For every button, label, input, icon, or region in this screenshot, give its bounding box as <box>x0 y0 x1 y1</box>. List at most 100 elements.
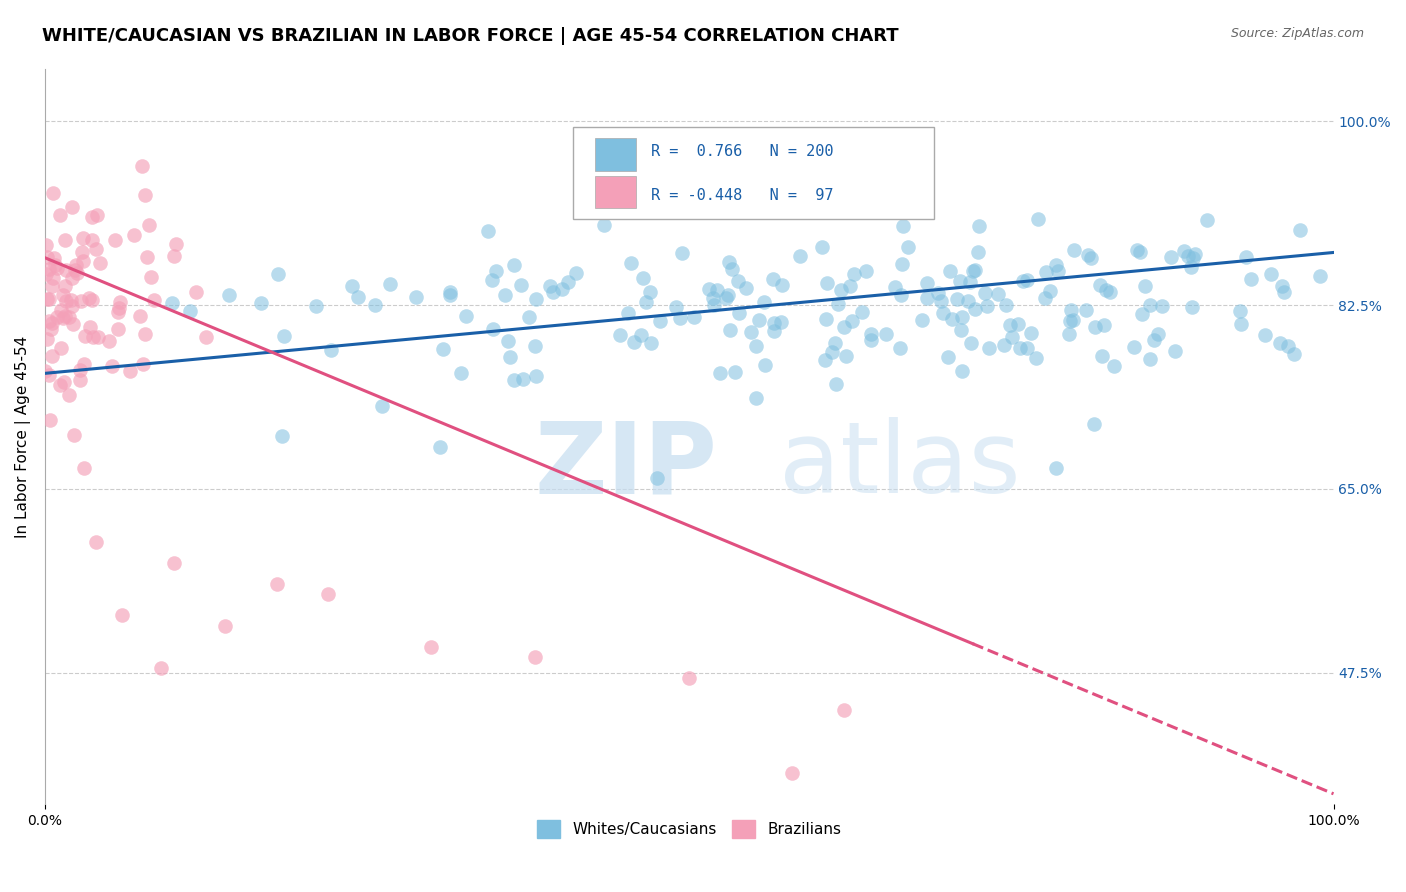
Y-axis label: In Labor Force | Age 45-54: In Labor Force | Age 45-54 <box>15 335 31 538</box>
Point <box>915 291 938 305</box>
Point <box>218 288 240 302</box>
Point <box>640 335 662 350</box>
Point <box>832 320 855 334</box>
Point <box>498 350 520 364</box>
Point <box>1045 258 1067 272</box>
Point <box>35 332 58 346</box>
Point <box>993 338 1015 352</box>
Point <box>1017 341 1039 355</box>
Point <box>165 236 187 251</box>
Point <box>129 309 152 323</box>
Point <box>1122 340 1144 354</box>
Point <box>86 534 108 549</box>
Point <box>1000 318 1022 332</box>
Point <box>1019 326 1042 340</box>
Point <box>1181 252 1204 266</box>
Text: R = -0.448   N =  97: R = -0.448 N = 97 <box>651 187 832 202</box>
Point <box>538 279 561 293</box>
Point <box>1289 222 1312 236</box>
Point <box>1015 273 1038 287</box>
Point <box>149 661 172 675</box>
Point <box>517 310 540 325</box>
Point <box>830 283 852 297</box>
Point <box>1059 314 1081 328</box>
Point <box>131 159 153 173</box>
Point <box>1277 339 1299 353</box>
Point <box>346 290 368 304</box>
Point <box>195 330 218 344</box>
Point <box>1270 335 1292 350</box>
Point <box>53 279 76 293</box>
Text: ZIP: ZIP <box>534 417 717 515</box>
Point <box>1083 320 1105 334</box>
Point <box>557 275 579 289</box>
Point <box>45 310 67 324</box>
Point <box>811 240 834 254</box>
Point <box>838 278 860 293</box>
Point <box>1229 304 1251 318</box>
Point <box>526 292 548 306</box>
Point <box>266 576 288 591</box>
Point <box>1076 302 1098 317</box>
FancyBboxPatch shape <box>595 176 637 209</box>
Point <box>1000 330 1022 344</box>
Point <box>364 298 387 312</box>
Point <box>703 298 725 312</box>
Point <box>782 765 804 780</box>
Point <box>37 250 59 264</box>
Point <box>697 282 720 296</box>
Point <box>634 294 657 309</box>
Point <box>1088 277 1111 292</box>
Point <box>49 303 72 318</box>
Point <box>1091 349 1114 363</box>
Point <box>66 266 89 280</box>
Point <box>1130 306 1153 320</box>
Point <box>38 314 60 328</box>
Point <box>485 264 508 278</box>
Point <box>565 266 588 280</box>
Point <box>884 280 907 294</box>
Point <box>163 556 186 570</box>
Point <box>62 270 84 285</box>
Point <box>1139 351 1161 366</box>
Point <box>936 350 959 364</box>
FancyBboxPatch shape <box>574 128 934 219</box>
Point <box>35 292 58 306</box>
Point <box>770 315 793 329</box>
Point <box>721 261 744 276</box>
Point <box>69 293 91 308</box>
Point <box>974 285 997 300</box>
Point <box>38 292 60 306</box>
Point <box>734 281 756 295</box>
Point <box>541 285 564 300</box>
Point <box>824 335 846 350</box>
Point <box>706 283 728 297</box>
Point <box>1045 461 1067 475</box>
Point <box>941 312 963 326</box>
Point <box>73 357 96 371</box>
Point <box>897 240 920 254</box>
Point <box>420 640 443 654</box>
Point <box>1033 291 1056 305</box>
Point <box>962 263 984 277</box>
Point <box>39 322 62 336</box>
Point <box>748 312 770 326</box>
Point <box>1135 278 1157 293</box>
Point <box>136 250 159 264</box>
Point <box>72 253 94 268</box>
Point <box>1077 248 1099 262</box>
Point <box>35 267 58 281</box>
Point <box>98 334 121 348</box>
Point <box>952 364 974 378</box>
Legend: Whites/Caucasians, Brazilians: Whites/Caucasians, Brazilians <box>531 814 848 845</box>
Point <box>1230 317 1253 331</box>
Point <box>69 363 91 377</box>
Point <box>523 650 546 665</box>
Point <box>927 286 949 301</box>
Point <box>481 273 503 287</box>
Point <box>63 263 86 277</box>
Point <box>184 285 207 299</box>
Point <box>965 302 987 317</box>
Point <box>494 288 516 302</box>
Point <box>949 323 972 337</box>
